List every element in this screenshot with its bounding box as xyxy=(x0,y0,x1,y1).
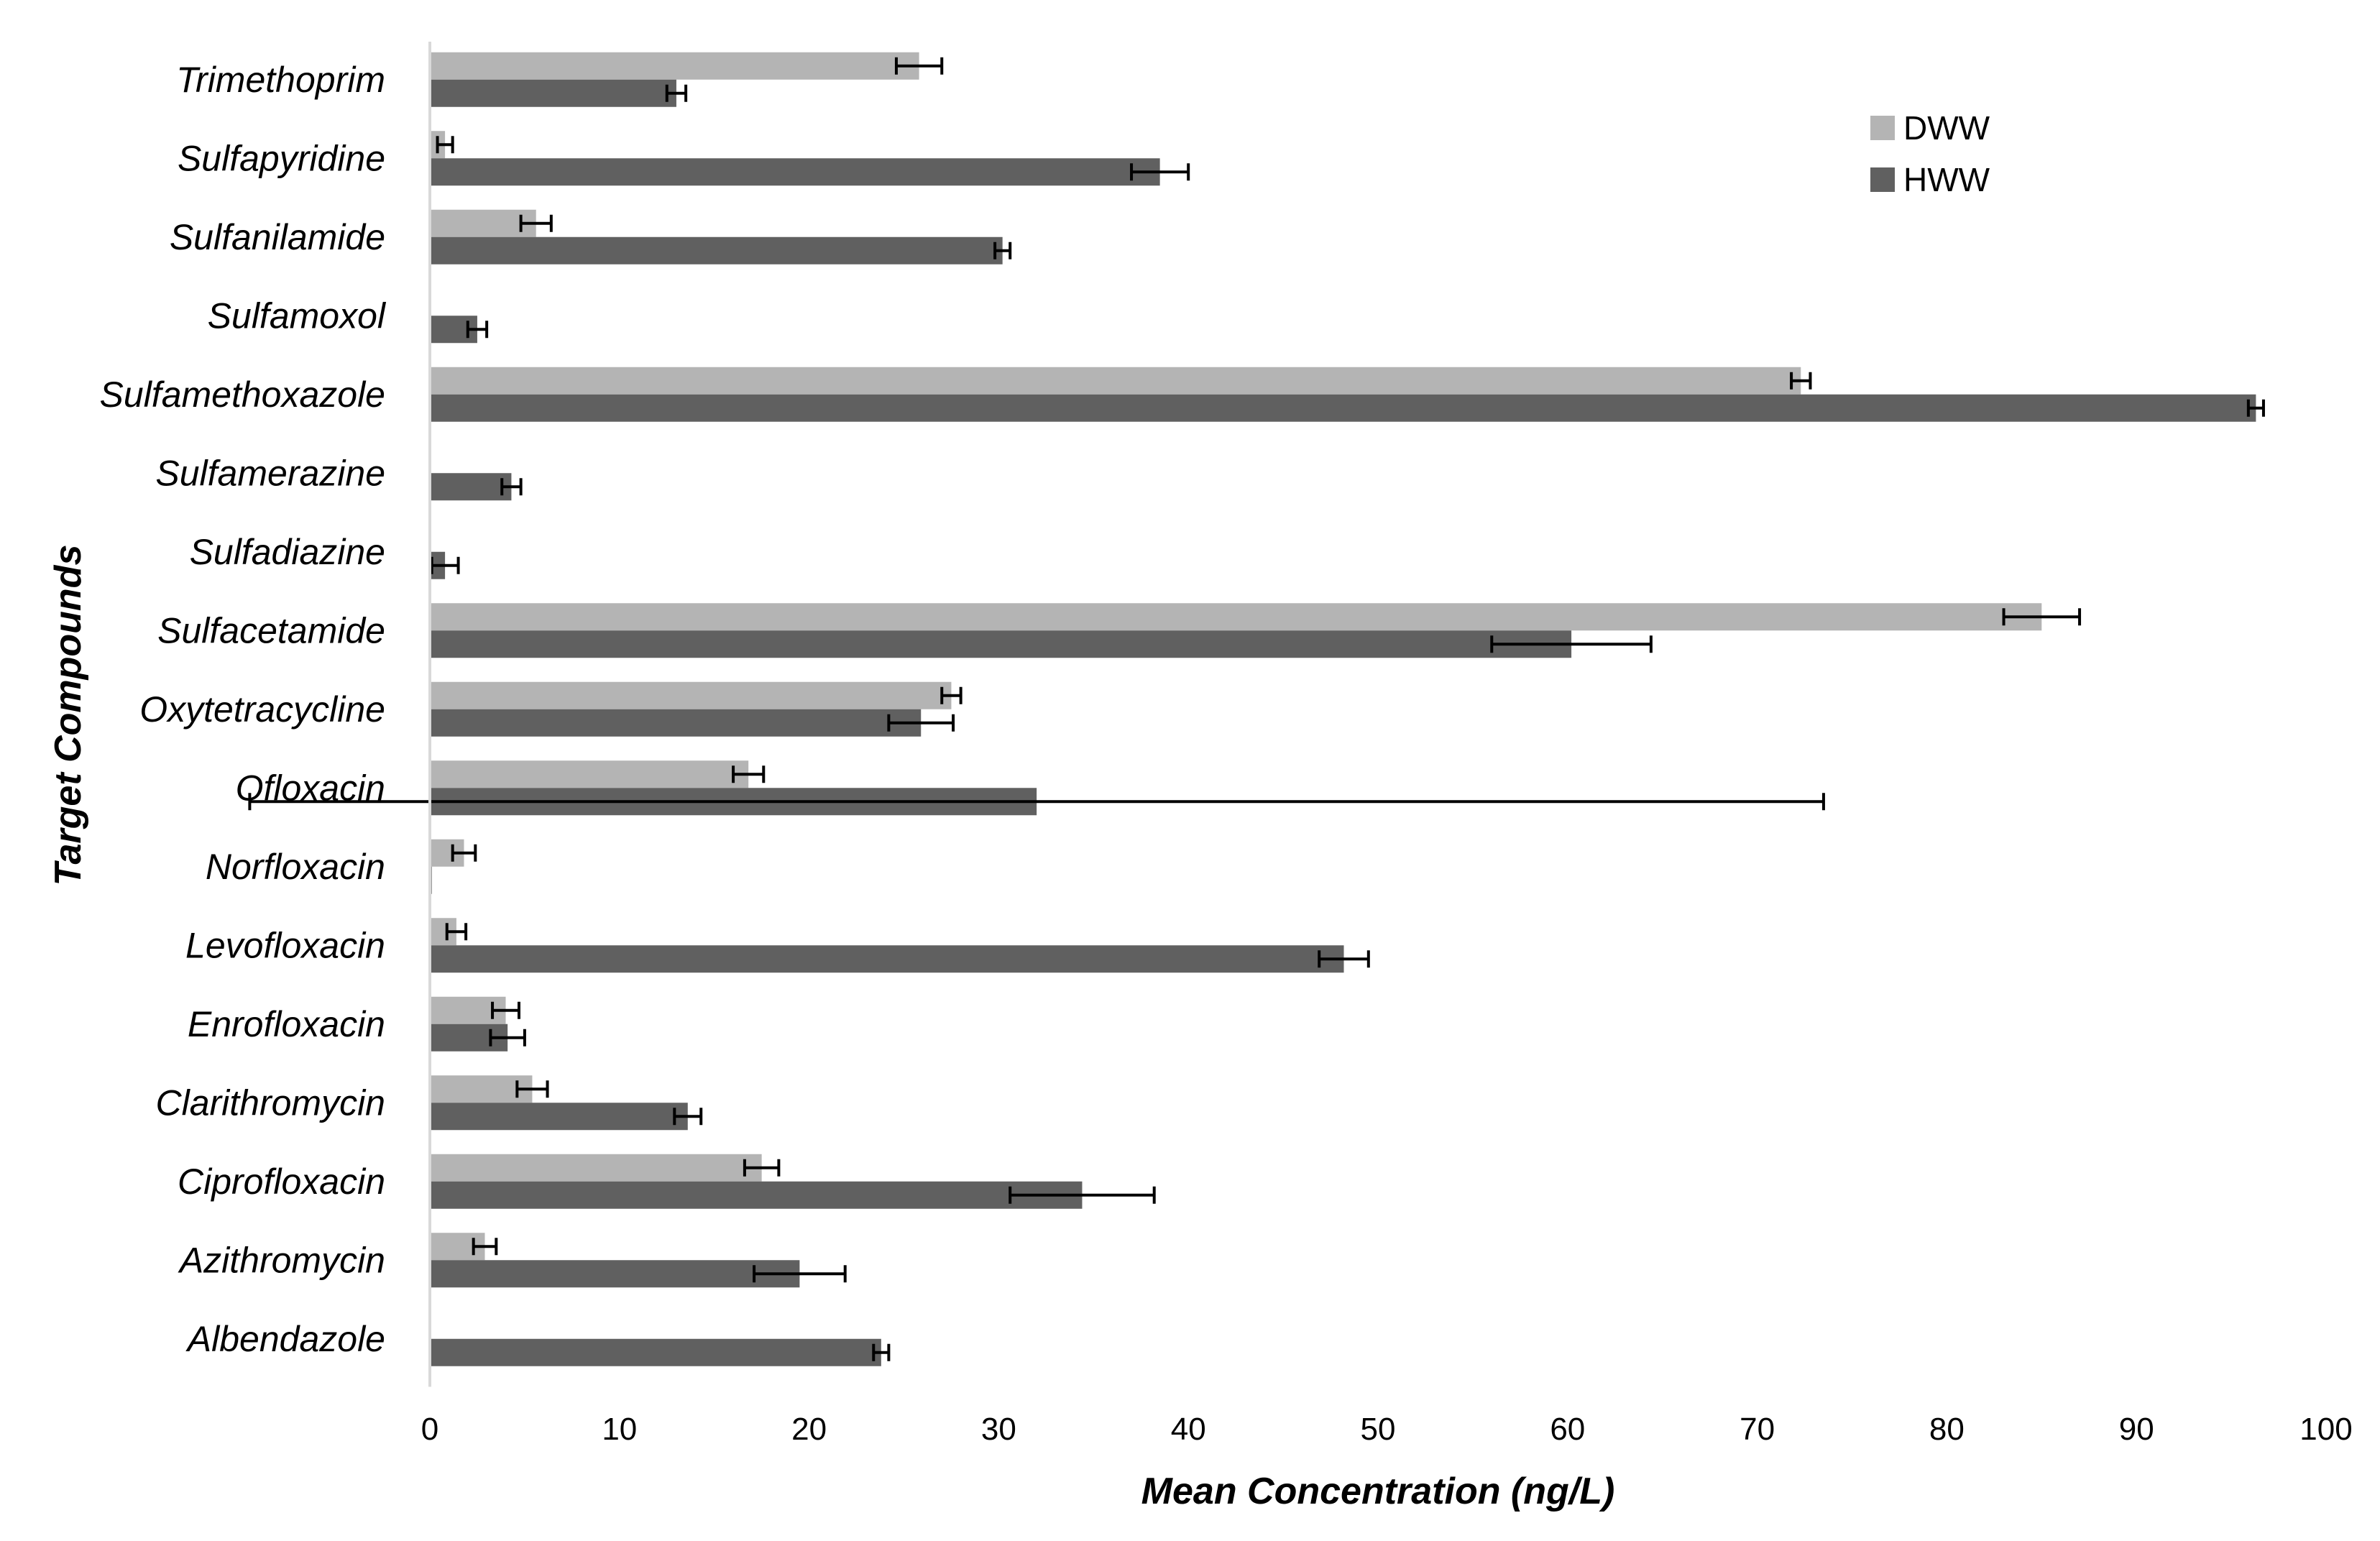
error-bar-dww-azithromycin xyxy=(472,1238,498,1256)
error-bar-hww-trimethoprim xyxy=(665,84,688,102)
x-tick-label-90: 90 xyxy=(2119,1412,2154,1447)
bar-hww-clarithromycin xyxy=(430,1103,688,1131)
error-bar-hww-sulfacetamide xyxy=(1490,635,1653,653)
error-bar-dww-oxytetracycline xyxy=(940,686,962,704)
x-tick-label-100: 100 xyxy=(2299,1412,2352,1447)
legend-label-hww: HWW xyxy=(1903,161,1990,198)
error-bar-hww-oxytetracycline xyxy=(887,714,955,732)
category-label-sulfamoxol: Sulfamoxol xyxy=(208,295,387,336)
bar-hww-sulfapyridine xyxy=(430,158,1160,186)
error-bar-hww-clarithromycin xyxy=(673,1108,703,1126)
error-bar-dww-sulfacetamide xyxy=(2002,608,2082,626)
y-axis-title: Target Compounds xyxy=(47,545,89,886)
category-label-trimethoprim: Trimethoprim xyxy=(176,60,385,100)
error-bar-dww-ciprofloxacin xyxy=(743,1159,781,1177)
error-bar-hww-ofloxacin xyxy=(248,793,1825,811)
category-label-oxytetracycline: Oxytetracycline xyxy=(139,689,385,730)
error-bar-dww-sulfapyridine xyxy=(436,136,454,154)
error-bar-hww-sulfanilamide xyxy=(993,242,1012,259)
category-label-azithromycin: Azithromycin xyxy=(178,1240,385,1280)
bar-hww-sulfanilamide xyxy=(430,236,1003,264)
error-bar-hww-sulfamerazine xyxy=(500,478,523,496)
error-bar-hww-enrofloxacin xyxy=(489,1029,526,1046)
error-bar-dww-sulfanilamide xyxy=(519,214,553,232)
bar-hww-levofloxacin xyxy=(430,945,1344,973)
category-label-sulfanilamide: Sulfanilamide xyxy=(170,217,385,257)
x-tick-label-30: 30 xyxy=(981,1412,1016,1447)
category-label-sulfamerazine: Sulfamerazine xyxy=(155,453,385,493)
category-labels: Trimethoprim Sulfapyridine Sulfanilamide Su… xyxy=(100,60,387,1359)
category-label-sulfamethoxazole: Sulfamethoxazole xyxy=(100,374,385,415)
error-bar-hww-sulfamoxol xyxy=(466,321,489,339)
x-tick-label-0: 0 xyxy=(421,1412,438,1447)
bar-hww-ciprofloxacin xyxy=(430,1181,1083,1209)
legend-label-dww: DWW xyxy=(1903,109,1990,147)
x-axis-title: Mean Concentration (ng/L) xyxy=(1141,1471,1615,1512)
bar-dww-sulfacetamide xyxy=(430,603,2042,631)
error-bar-dww-sulfamethoxazole xyxy=(1790,372,1812,390)
error-bar-hww-azithromycin xyxy=(753,1265,847,1283)
bar-dww-sulfamethoxazole xyxy=(430,367,1801,395)
error-bar-hww-albendazole xyxy=(872,1343,891,1361)
legend-swatch-hww xyxy=(1870,167,1895,192)
bar-hww-trimethoprim xyxy=(430,79,676,107)
bar-dww-clarithromycin xyxy=(430,1075,533,1103)
bar-hww-oxytetracycline xyxy=(430,709,922,737)
x-tick-label-50: 50 xyxy=(1361,1412,1396,1447)
bar-dww-ciprofloxacin xyxy=(430,1154,762,1182)
category-label-enrofloxacin: Enrofloxacin xyxy=(188,1004,385,1044)
x-tick-label-20: 20 xyxy=(791,1412,827,1447)
category-label-sulfapyridine: Sulfapyridine xyxy=(178,138,385,178)
x-tick-label-70: 70 xyxy=(1740,1412,1775,1447)
error-bar-dww-clarithromycin xyxy=(515,1080,549,1098)
bar-dww-ofloxacin xyxy=(430,760,749,788)
plot-area xyxy=(248,52,2265,1366)
error-bar-hww-sulfamethoxazole xyxy=(2246,399,2265,417)
category-label-levofloxacin: Levofloxacin xyxy=(185,925,385,965)
legend-swatch-dww xyxy=(1870,116,1895,140)
bar-dww-oxytetracycline xyxy=(430,681,952,709)
category-label-ciprofloxacin: Ciprofloxacin xyxy=(178,1162,385,1202)
x-tick-label-60: 60 xyxy=(1550,1412,1585,1447)
x-tick-label-80: 80 xyxy=(1929,1412,1965,1447)
error-bar-dww-trimethoprim xyxy=(894,57,944,75)
legend: DWW HWW xyxy=(1870,109,1990,198)
x-axis-ticks: 0 10 20 30 40 50 60 70 80 90 100 xyxy=(421,1412,2353,1447)
error-bar-hww-levofloxacin xyxy=(1318,950,1370,968)
bar-hww-sulfamerazine xyxy=(430,473,512,501)
bar-hww-sulfacetamide xyxy=(430,630,1572,658)
bar-hww-albendazole xyxy=(430,1338,881,1366)
category-label-ofloxacin: Ofloxacin xyxy=(236,768,385,808)
bar-hww-sulfamethoxazole xyxy=(430,394,2256,422)
category-label-sulfacetamide: Sulfacetamide xyxy=(157,610,385,650)
bar-dww-trimethoprim xyxy=(430,52,919,80)
error-bar-hww-sulfadiazine xyxy=(430,556,460,574)
category-label-sulfadiazine: Sulfadiazine xyxy=(190,532,385,572)
error-bar-hww-sulfapyridine xyxy=(1130,163,1190,181)
bar-dww-sulfanilamide xyxy=(430,209,536,237)
error-bar-hww-ciprofloxacin xyxy=(1008,1186,1156,1204)
error-bar-dww-enrofloxacin xyxy=(491,1001,520,1019)
category-label-clarithromycin: Clarithromycin xyxy=(155,1082,385,1123)
x-tick-label-40: 40 xyxy=(1171,1412,1206,1447)
category-label-norfloxacin: Norfloxacin xyxy=(206,847,385,887)
error-bar-dww-ofloxacin xyxy=(732,765,766,783)
bar-hww-azithromycin xyxy=(430,1260,800,1288)
x-tick-label-10: 10 xyxy=(602,1412,637,1447)
error-bar-dww-levofloxacin xyxy=(445,923,468,941)
error-bar-dww-norfloxacin xyxy=(451,844,477,862)
category-label-albendazole: Albendazole xyxy=(185,1319,385,1359)
